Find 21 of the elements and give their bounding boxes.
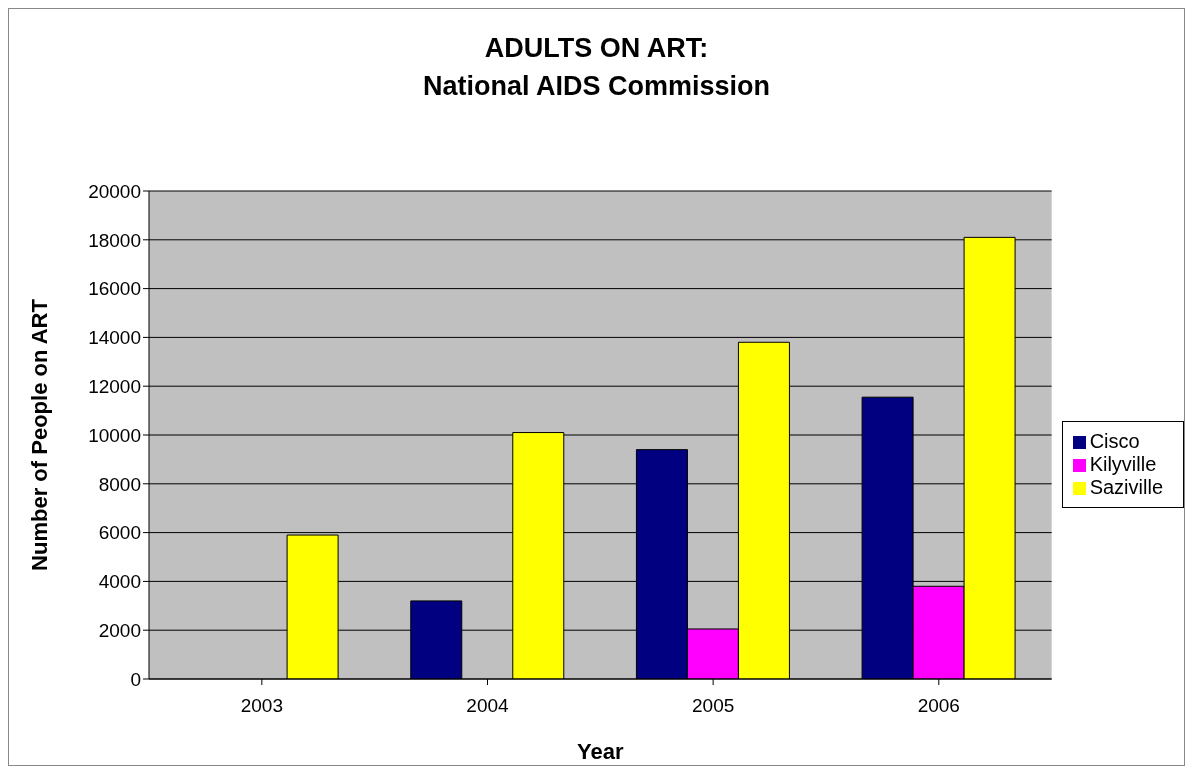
x-tick-label: 2004 (466, 695, 510, 717)
x-tick-label: 2003 (240, 695, 283, 717)
legend-label: Cisco (1089, 429, 1140, 452)
y-tick-label: 0 (130, 668, 141, 690)
y-tick-label: 4000 (98, 571, 141, 593)
y-tick-label: 6000 (98, 522, 141, 544)
y-tick-label: 2000 (98, 619, 141, 641)
legend-label: Saziville (1089, 475, 1163, 498)
y-tick-label: 12000 (88, 375, 141, 397)
y-tick-label: 14000 (88, 327, 141, 349)
y-tick-label: 20000 (88, 180, 141, 202)
x-axis-title: Year (577, 739, 624, 764)
legend-label: Kilyville (1089, 452, 1157, 475)
chart-title: ADULTS ON ART: National AIDS Commission (421, 32, 771, 103)
y-tick-label: 18000 (88, 229, 141, 251)
y-tick-label: 16000 (88, 278, 141, 300)
y-tick-label: 8000 (98, 473, 141, 495)
y-axis-title: Number of People on ART (26, 298, 52, 571)
y-tick-label: 10000 (88, 424, 141, 446)
x-tick-label: 2005 (692, 695, 735, 717)
x-tick-label: 2006 (917, 695, 960, 717)
